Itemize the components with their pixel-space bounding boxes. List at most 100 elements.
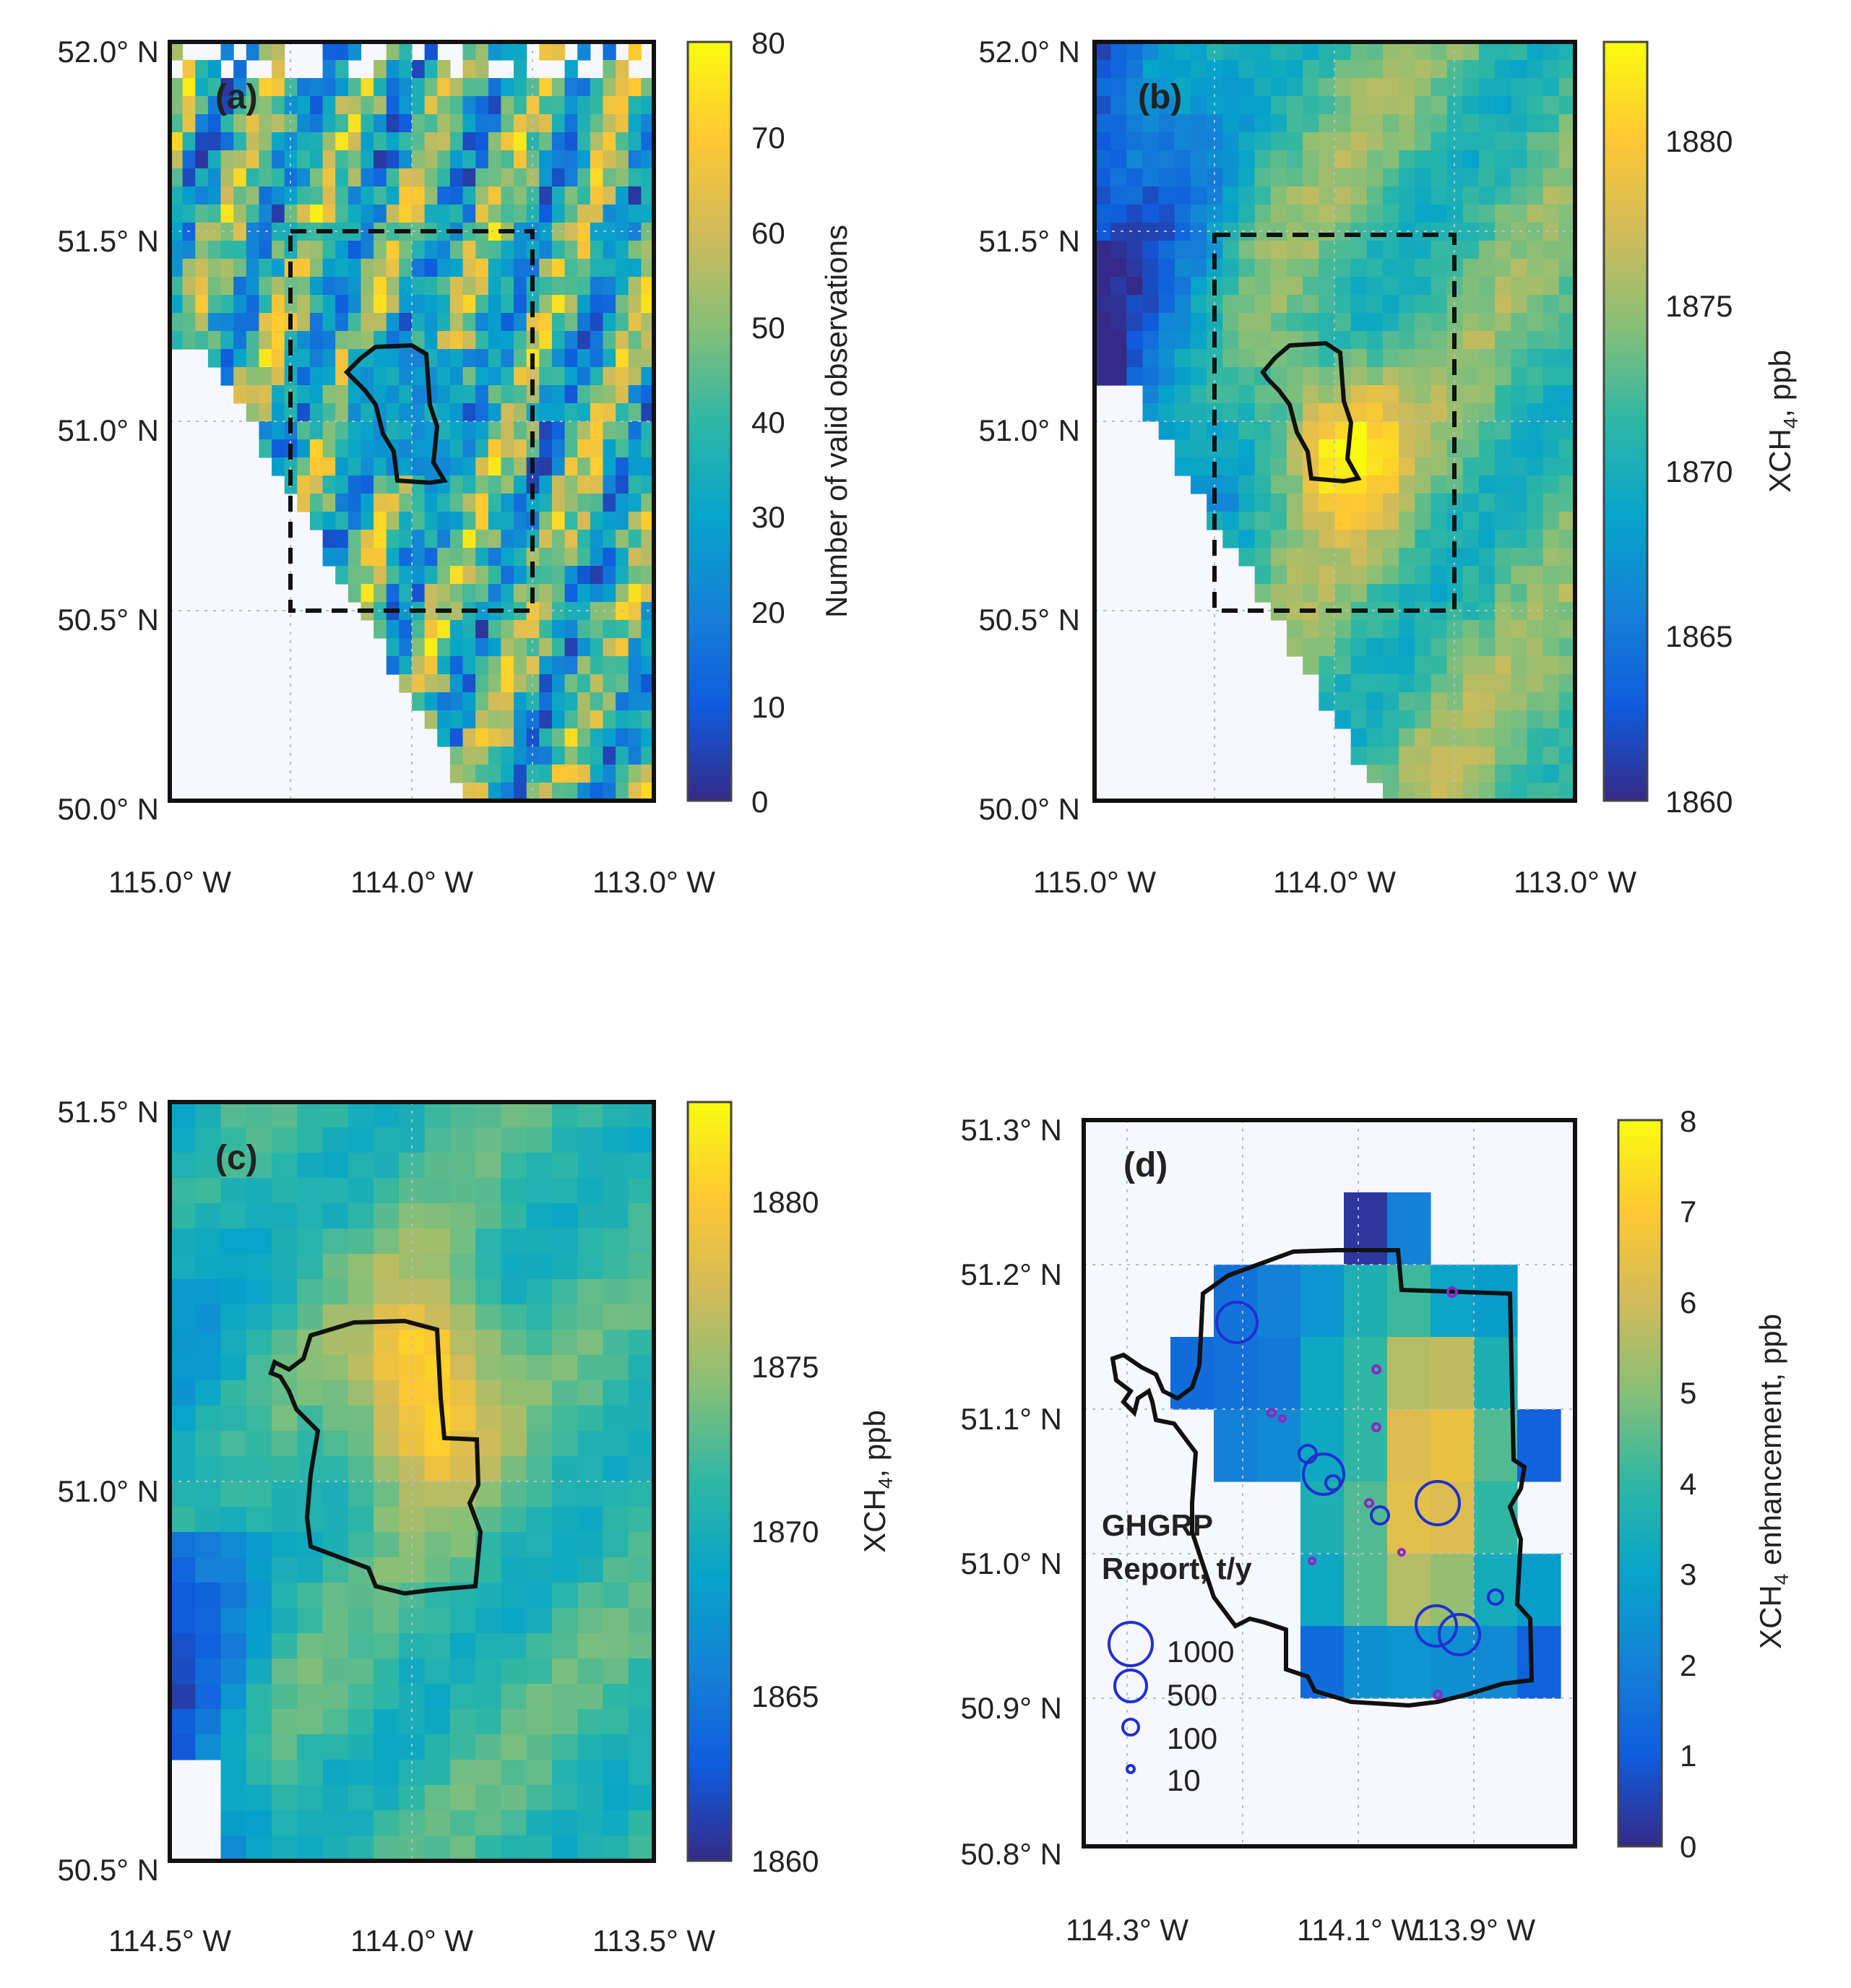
lat-tick: 50.5° N bbox=[57, 603, 159, 637]
lat-ticks: 52.0° N 51.5° N 51.0° N 50.5° N 50.0° N bbox=[57, 35, 159, 826]
colorbar-label: Number of valid observations bbox=[819, 225, 853, 618]
lat-ticks: 51.3° N 51.2° N 51.1° N 51.0° N 50.9° N … bbox=[960, 1113, 1062, 1871]
colorbar-tick: 80 bbox=[751, 26, 785, 60]
lat-tick: 50.5° N bbox=[57, 1853, 159, 1887]
legend-title: GHGRP bbox=[1102, 1508, 1213, 1542]
panel-b: (b) 52.0° N 51.5° N 51.0° N 50.5° N 50.0… bbox=[978, 35, 1802, 899]
panel-label: (d) bbox=[1123, 1146, 1168, 1184]
colorbar-tick: 1880 bbox=[1665, 124, 1733, 158]
grid-lines bbox=[170, 42, 654, 801]
colorbar-tick: 50 bbox=[751, 311, 785, 345]
lon-ticks: 115.0° W 114.0° W 113.0° W bbox=[1033, 865, 1636, 899]
colorbar-ticks: 80 70 60 50 40 30 20 10 0 bbox=[751, 26, 785, 819]
colorbar-tick: 5 bbox=[1680, 1376, 1696, 1410]
map-frame bbox=[168, 40, 656, 803]
dashed-box bbox=[1212, 233, 1457, 613]
colorbar-tick: 60 bbox=[751, 216, 785, 250]
lat-tick: 51.5° N bbox=[978, 224, 1080, 258]
colorbar-ticks: 1880 1875 1870 1865 1860 bbox=[1665, 124, 1733, 819]
colorbar-tick: 7 bbox=[1680, 1195, 1696, 1228]
lat-tick: 50.9° N bbox=[960, 1691, 1062, 1725]
map-frame bbox=[1082, 1118, 1577, 1849]
colorbar-tick: 1860 bbox=[1665, 785, 1733, 819]
lon-tick: 114.3° W bbox=[1066, 1913, 1188, 1947]
colorbar-tick: 1865 bbox=[1665, 619, 1733, 653]
colorbar-tick: 0 bbox=[1680, 1830, 1696, 1864]
dashed-box bbox=[288, 229, 535, 613]
colorbar-tick: 8 bbox=[1680, 1104, 1696, 1138]
lon-tick: 113.0° W bbox=[1514, 865, 1636, 899]
lon-tick: 115.0° W bbox=[1033, 865, 1156, 899]
panel-c: (c) 51.5° N 51.0° N 50.5° N 114.5° W 114… bbox=[57, 1095, 897, 1958]
legend-title: Report, t/y bbox=[1102, 1552, 1252, 1585]
panel-label: (c) bbox=[215, 1139, 258, 1177]
lat-tick: 51.5° N bbox=[57, 224, 159, 258]
lon-tick: 114.0° W bbox=[350, 865, 473, 899]
map-frame bbox=[168, 1100, 656, 1863]
legend-entry: 10 bbox=[1167, 1763, 1201, 1797]
lat-tick: 50.0° N bbox=[978, 792, 1080, 826]
lat-tick: 51.2° N bbox=[960, 1257, 1062, 1291]
lon-tick: 113.9° W bbox=[1412, 1913, 1535, 1947]
colorbar-tick: 30 bbox=[751, 500, 785, 534]
city-boundary bbox=[268, 1318, 483, 1596]
colorbar bbox=[1602, 40, 1649, 802]
lat-tick: 50.8° N bbox=[960, 1837, 1062, 1871]
colorbar-tick: 1870 bbox=[1665, 455, 1733, 489]
colorbar bbox=[1617, 1119, 1663, 1848]
legend-circle-10 bbox=[1126, 1764, 1136, 1774]
colorbar-tick: 1 bbox=[1680, 1739, 1696, 1773]
lat-ticks: 51.5° N 51.0° N 50.5° N bbox=[57, 1095, 159, 1887]
colorbar-tick: 70 bbox=[751, 121, 785, 155]
panel-label: (a) bbox=[215, 78, 258, 116]
colorbar bbox=[686, 1101, 733, 1862]
lon-tick: 113.0° W bbox=[592, 865, 715, 899]
lon-tick: 114.0° W bbox=[1273, 865, 1396, 899]
map-frame bbox=[1092, 40, 1577, 803]
colorbar-tick: 40 bbox=[751, 405, 785, 439]
grid-lines bbox=[1095, 42, 1575, 801]
lat-tick: 51.0° N bbox=[57, 1474, 159, 1508]
colorbar-label: XCH4 enhancement, ppb bbox=[1753, 1314, 1792, 1649]
emission-sources bbox=[1215, 1286, 1504, 1700]
lat-tick: 51.1° N bbox=[960, 1402, 1062, 1436]
lat-tick: 51.0° N bbox=[57, 413, 159, 447]
colorbar-tick: 3 bbox=[1680, 1557, 1696, 1591]
lon-tick: 113.5° W bbox=[592, 1924, 715, 1958]
lat-tick: 52.0° N bbox=[978, 35, 1080, 69]
lon-ticks: 115.0° W 114.0° W 113.0° W bbox=[108, 865, 715, 899]
heatmap-b bbox=[1095, 42, 1576, 801]
city-boundary bbox=[1260, 340, 1362, 484]
lon-tick: 114.1° W bbox=[1297, 1913, 1420, 1947]
colorbar-tick: 1875 bbox=[1665, 289, 1733, 323]
legend-entry: 100 bbox=[1167, 1721, 1217, 1755]
colorbar-label: XCH4, ppb bbox=[858, 1410, 897, 1553]
lon-ticks: 114.5° W 114.0° W 113.5° W bbox=[108, 1924, 715, 1958]
panel-a: (a) 52.0° N 51.5° N 51.0° N 50.5° N 50.0… bbox=[57, 26, 853, 899]
panel-d: (d) GHGRP Report, t/y 1000 500 100 10 51… bbox=[960, 1104, 1792, 1947]
colorbar-tick: 1860 bbox=[751, 1844, 819, 1878]
heatmap-a bbox=[170, 42, 655, 801]
lat-tick: 51.0° N bbox=[960, 1546, 1062, 1580]
legend-circle-100 bbox=[1121, 1718, 1140, 1737]
lat-tick: 50.5° N bbox=[978, 603, 1080, 637]
panel-label: (b) bbox=[1138, 78, 1182, 116]
city-boundary bbox=[1110, 1248, 1535, 1708]
legend: GHGRP Report, t/y 1000 500 100 10 bbox=[1102, 1508, 1252, 1797]
lon-ticks: 114.3° W 114.1° W 113.9° W bbox=[1066, 1913, 1535, 1947]
colorbar-ticks: 8 7 6 5 4 3 2 1 0 bbox=[1680, 1104, 1696, 1864]
lon-tick: 114.0° W bbox=[350, 1924, 473, 1958]
grid-lines bbox=[1084, 1120, 1575, 1846]
colorbar-tick: 2 bbox=[1680, 1648, 1696, 1682]
heatmap-c bbox=[170, 1102, 655, 1862]
legend-circle-500 bbox=[1113, 1669, 1148, 1703]
grid-lines bbox=[170, 1102, 654, 1861]
colorbar-tick: 0 bbox=[751, 785, 768, 819]
lat-ticks: 52.0° N 51.5° N 51.0° N 50.5° N 50.0° N bbox=[978, 35, 1080, 826]
legend-circle-1000 bbox=[1108, 1621, 1154, 1667]
colorbar-tick: 20 bbox=[751, 595, 785, 629]
lon-tick: 114.5° W bbox=[108, 1924, 231, 1958]
city-boundary bbox=[343, 343, 448, 486]
colorbar-label: XCH4, ppb bbox=[1763, 350, 1802, 493]
